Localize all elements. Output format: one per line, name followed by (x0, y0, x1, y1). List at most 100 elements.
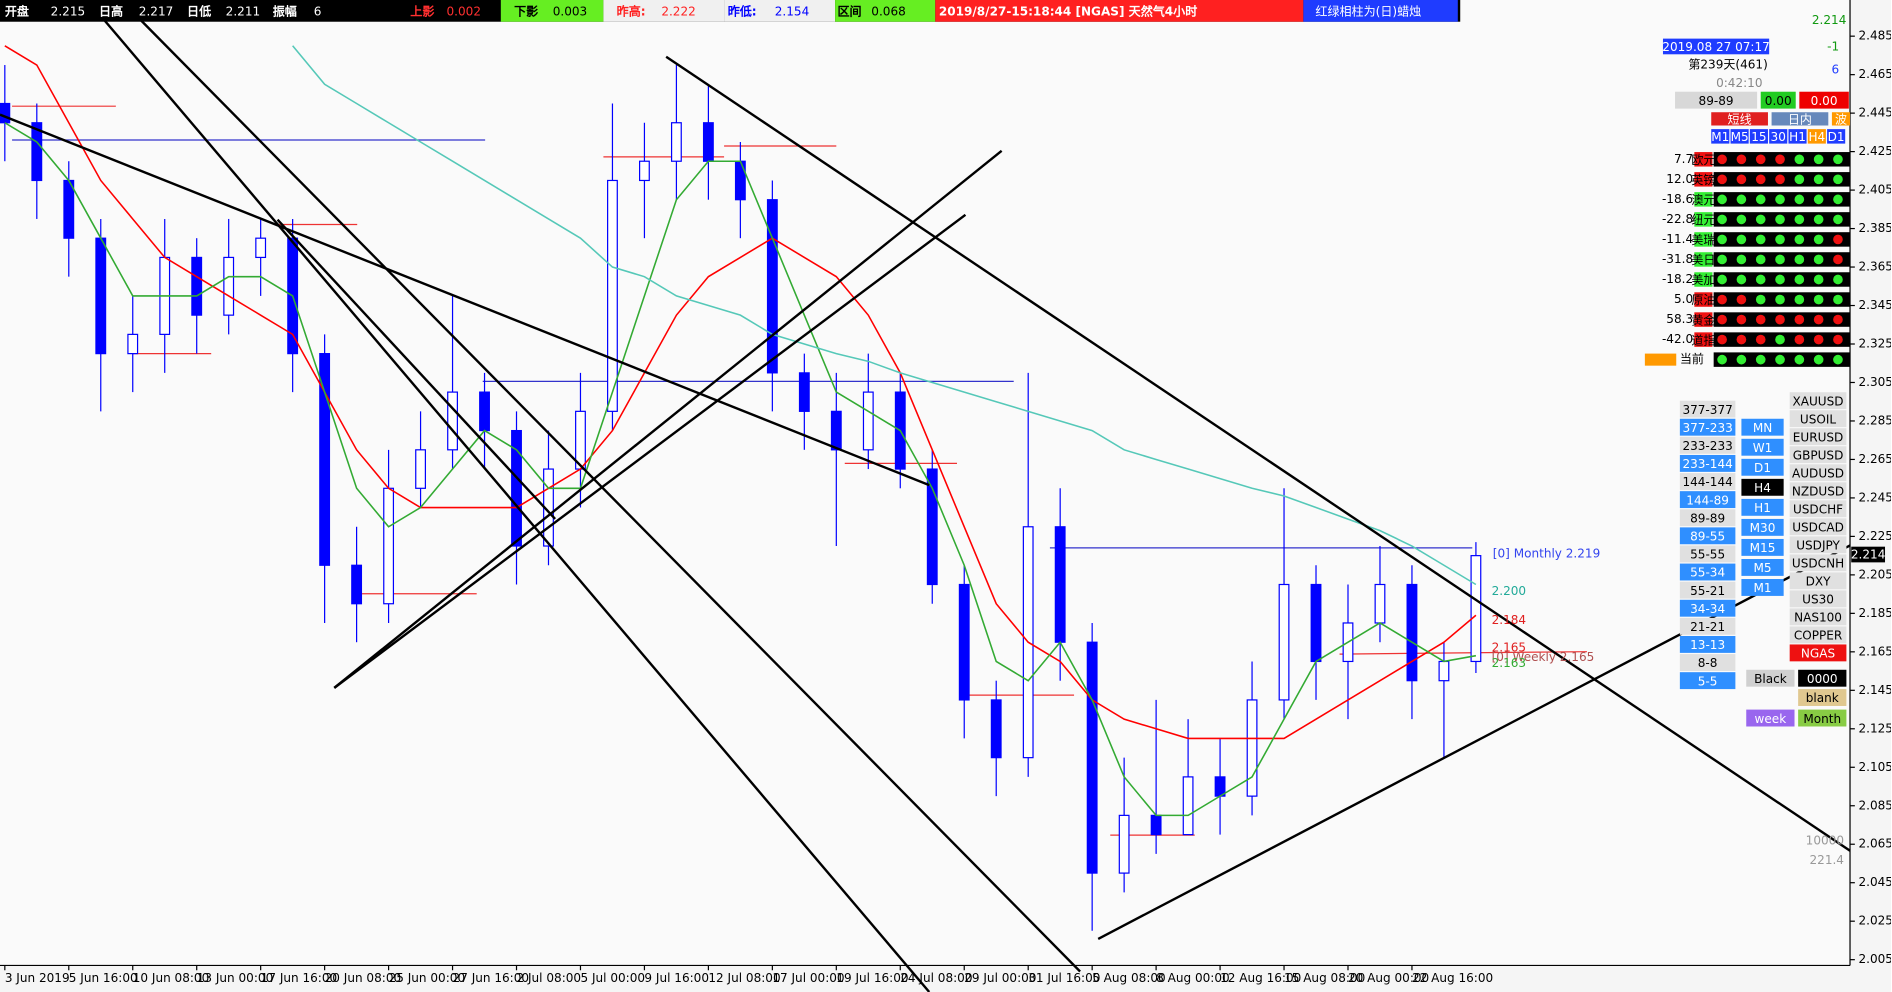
y-tick-label: 2.005 (1858, 952, 1891, 966)
option-button-bg (1798, 669, 1847, 687)
top-bar-value: 0.068 (871, 5, 906, 19)
status-dot (1775, 254, 1785, 265)
fib-pair: 55-34 (1690, 566, 1725, 580)
candle-body (670, 122, 682, 162)
trend-line (101, 17, 931, 992)
status-dot (1717, 314, 1727, 325)
fib-pair-bg (1679, 509, 1736, 527)
status-dot (1736, 234, 1747, 245)
timeframe-button: 30 (1771, 130, 1786, 144)
fib-pair: 89-55 (1690, 530, 1725, 544)
top-bar-segment (603, 0, 725, 22)
status-dot (1755, 254, 1766, 265)
x-tick-label: 15 Aug 08:00 (1284, 971, 1365, 985)
fib-pair: 89-89 (1690, 511, 1725, 525)
x-tick-label: 5 Jun 16:00 (69, 971, 138, 985)
status-dot (1833, 294, 1843, 305)
trend-line (0, 113, 930, 487)
fib-pair-bg (1679, 491, 1736, 509)
candle-body (0, 102, 11, 124)
x-tick-label: 20 Aug 00:00 (1348, 971, 1429, 985)
fib-pair: 233-144 (1682, 457, 1732, 471)
period-button: D1 (1754, 461, 1771, 475)
timeframe-button: D1 (1828, 130, 1845, 144)
top-bar-segment (935, 0, 1304, 22)
timeframe-button-bg (1730, 129, 1749, 144)
candle-body (1310, 583, 1322, 663)
status-dot (1775, 214, 1785, 225)
fib-pair-bg (1679, 454, 1736, 472)
panel-day: 第239天(461) (1688, 58, 1767, 72)
y-tick-label: 2.065 (1858, 837, 1891, 851)
panel-time-bg (1662, 38, 1770, 55)
fib-pair-bg (1679, 400, 1736, 418)
candle-body (1086, 641, 1098, 874)
candle-body (639, 160, 650, 182)
timeframe-button: M1 (1711, 130, 1729, 144)
y-tick-label: 2.245 (1858, 490, 1891, 504)
strength-name: 英镑 (1691, 172, 1715, 187)
candle-body (319, 353, 331, 566)
status-dot (1717, 194, 1727, 205)
top-bar-label: 开盘 (5, 4, 29, 19)
candle-body (1246, 699, 1258, 797)
period-button: M5 (1754, 561, 1772, 575)
fib-pair: 144-144 (1682, 475, 1732, 489)
option-button: Black (1754, 672, 1787, 686)
candle-body (1438, 660, 1450, 682)
panel-points: 6 (1831, 62, 1839, 76)
period-button-bg (1741, 579, 1784, 596)
current-label: 当前 (1680, 351, 1704, 366)
y-tick-label: 2.025 (1858, 914, 1891, 928)
x-tick-label: 19 Jul 16:00 (836, 971, 908, 985)
top-bar-value: 2.215 (51, 5, 85, 19)
fib-pair-bg (1679, 418, 1736, 436)
period-button: MN (1753, 421, 1772, 435)
mode-button: 波 (1835, 113, 1847, 127)
top-bar-value: 0.003 (553, 5, 588, 19)
panel-ratio: 89-89 (1699, 94, 1734, 108)
symbol-button: USDCNH (1792, 557, 1844, 571)
symbol-button: USOIL (1800, 412, 1836, 426)
y-tick-label: 2.305 (1858, 375, 1891, 389)
y-tick-label: 2.045 (1858, 875, 1891, 889)
symbol-button: DXY (1806, 575, 1832, 589)
mode-button-bg (1771, 112, 1829, 126)
status-dot (1755, 354, 1766, 365)
status-dot (1755, 194, 1766, 205)
top-bar-label: 区间 (838, 4, 862, 19)
fib-pair: 13-13 (1690, 638, 1725, 652)
fib-pair: 233-233 (1682, 439, 1732, 453)
status-dot (1736, 154, 1747, 165)
status-dot (1717, 294, 1727, 305)
y-tick-label: 2.125 (1858, 721, 1891, 735)
status-dot (1775, 174, 1785, 185)
status-dot (1794, 194, 1805, 205)
strength-name: 美日 (1691, 253, 1715, 267)
top-bar-label: 上影 (410, 4, 434, 19)
status-dot (1833, 234, 1843, 245)
status-dot (1833, 314, 1843, 325)
option-button-bg (1798, 709, 1847, 727)
candle-body (990, 699, 1002, 759)
y-tick-label: 2.345 (1858, 298, 1891, 312)
candle-body (479, 391, 490, 432)
timeframe-button: H4 (1808, 130, 1825, 144)
status-dot (1755, 274, 1766, 285)
timeframe-button-bg (1807, 129, 1826, 144)
x-tick-label: 29 Jul 00:00 (964, 971, 1036, 985)
y-tick-label: 2.265 (1858, 452, 1891, 466)
top-bar-value: 0.002 (447, 5, 482, 19)
top-bar-value: 2.154 (775, 5, 810, 19)
period-button-bg (1741, 438, 1784, 456)
symbol-button-bg (1789, 428, 1847, 446)
symbol-button-bg (1789, 446, 1847, 464)
x-tick-label: 17 Jun 16:00 (261, 971, 338, 985)
panel-price: 2.214 (1812, 13, 1847, 27)
level-line (1339, 651, 1587, 655)
strength-value: -18.6 (1662, 192, 1693, 206)
fib-pair: 5-5 (1698, 674, 1718, 688)
x-tick-label: 17 Jul 00:00 (772, 971, 844, 985)
candle-body (958, 583, 970, 701)
strength-name-bg (1694, 212, 1713, 227)
